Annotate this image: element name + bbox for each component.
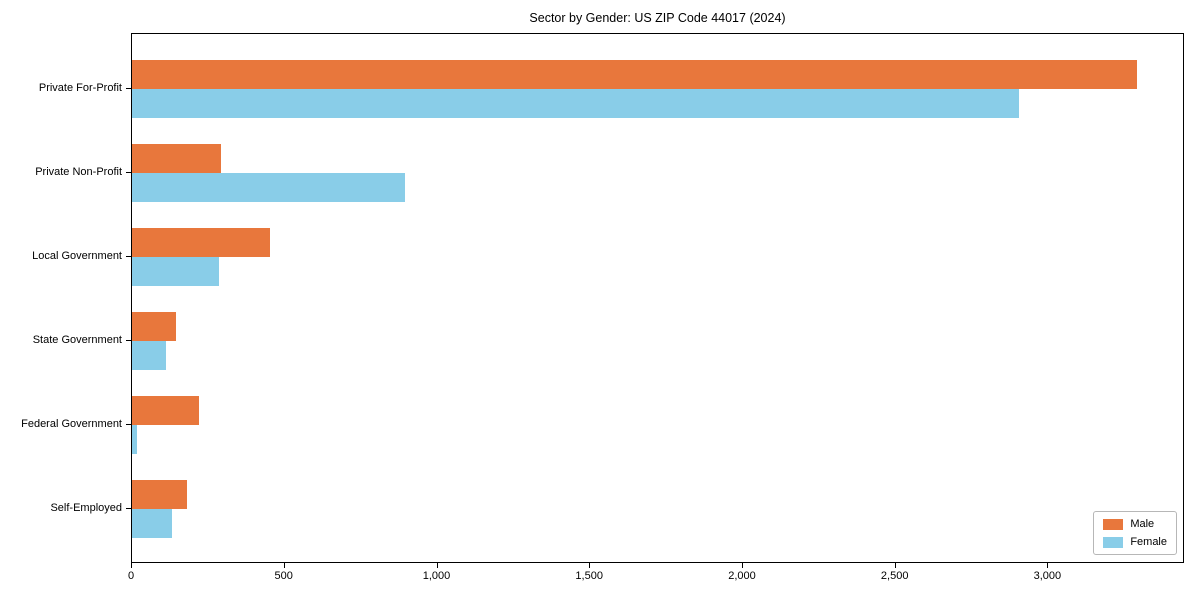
bar-male-6 (132, 480, 187, 509)
x-tick-label: 500 (274, 570, 293, 582)
y-tick-mark (126, 424, 131, 425)
x-tick-label: 1,500 (575, 570, 603, 582)
x-tick-mark (742, 563, 743, 568)
legend-label-male: Male (1130, 518, 1155, 530)
legend: Male Female (1093, 511, 1177, 555)
y-tick-mark (126, 508, 131, 509)
bar-male-5 (132, 396, 200, 425)
bar-male-2 (132, 144, 221, 173)
x-tick-mark (1047, 563, 1049, 568)
legend-item-female: Female (1103, 536, 1167, 548)
y-tick-mark (126, 340, 131, 341)
x-tick-mark (589, 563, 591, 568)
bar-male-1 (132, 60, 1137, 89)
bar-female-1 (132, 89, 1020, 118)
bar-female-5 (132, 425, 137, 454)
legend-item-male: Male (1103, 518, 1167, 530)
x-tick-mark (131, 563, 132, 568)
x-tick-mark (283, 563, 285, 568)
legend-swatch-male-icon (1103, 518, 1124, 530)
y-tick-label: Self-Employed (50, 502, 122, 514)
y-tick-label: State Government (32, 334, 122, 346)
y-tick-label: Private For-Profit (38, 82, 122, 94)
y-tick-mark (126, 172, 131, 173)
x-tick-label: 3,000 (1033, 570, 1062, 582)
plot-area: Male Female (131, 33, 1184, 563)
x-tick-label: 0 (127, 570, 135, 582)
x-tick-label: 1,000 (422, 570, 451, 582)
y-tick-label: Federal Government (21, 418, 122, 430)
x-tick-mark (894, 563, 896, 568)
bar-female-4 (132, 341, 166, 370)
bar-female-2 (132, 173, 406, 202)
y-tick-label: Local Government (32, 250, 122, 262)
y-tick-label: Private Non-Profit (35, 166, 122, 178)
bar-female-6 (132, 509, 172, 538)
y-tick-mark (126, 88, 131, 89)
y-tick-mark (126, 256, 131, 257)
legend-swatch-female-icon (1103, 536, 1124, 548)
x-tick-mark (436, 563, 438, 568)
bar-male-3 (132, 228, 270, 257)
x-tick-label: 2,000 (728, 570, 756, 582)
bar-female-3 (132, 257, 220, 286)
bar-male-4 (132, 312, 177, 341)
legend-label-female: Female (1130, 536, 1167, 548)
chart-title: Sector by Gender: US ZIP Code 44017 (202… (529, 11, 786, 25)
x-tick-label: 2,500 (880, 570, 909, 582)
